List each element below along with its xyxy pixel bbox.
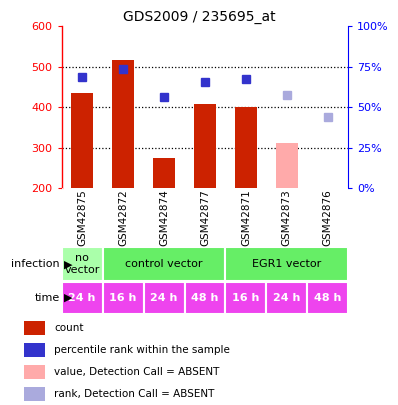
Text: no
vector: no vector bbox=[64, 254, 100, 275]
Bar bbox=[307, 282, 348, 314]
Bar bbox=[23, 343, 45, 357]
Text: percentile rank within the sample: percentile rank within the sample bbox=[54, 345, 230, 355]
Text: 24 h: 24 h bbox=[150, 293, 178, 303]
Text: GSM42873: GSM42873 bbox=[282, 189, 292, 246]
Text: value, Detection Call = ABSENT: value, Detection Call = ABSENT bbox=[54, 367, 220, 377]
Text: GSM42874: GSM42874 bbox=[159, 189, 169, 246]
Bar bbox=[153, 158, 175, 188]
Text: 48 h: 48 h bbox=[314, 293, 341, 303]
Bar bbox=[112, 60, 135, 188]
Bar bbox=[266, 282, 307, 314]
Bar bbox=[71, 93, 94, 188]
Text: control vector: control vector bbox=[125, 259, 203, 269]
Text: 24 h: 24 h bbox=[273, 293, 300, 303]
Bar bbox=[185, 282, 225, 314]
Text: 16 h: 16 h bbox=[109, 293, 137, 303]
Bar bbox=[62, 282, 103, 314]
Text: rank, Detection Call = ABSENT: rank, Detection Call = ABSENT bbox=[54, 389, 215, 399]
Text: 24 h: 24 h bbox=[68, 293, 96, 303]
Bar bbox=[275, 143, 298, 188]
Bar bbox=[103, 282, 144, 314]
Text: count: count bbox=[54, 323, 84, 333]
Text: infection: infection bbox=[11, 259, 60, 269]
Bar bbox=[225, 247, 348, 281]
Bar bbox=[62, 247, 103, 281]
Bar bbox=[23, 365, 45, 379]
Text: GSM42871: GSM42871 bbox=[241, 189, 251, 246]
Text: GSM42877: GSM42877 bbox=[200, 189, 210, 246]
Bar bbox=[23, 321, 45, 335]
Text: EGR1 vector: EGR1 vector bbox=[252, 259, 322, 269]
Text: 48 h: 48 h bbox=[191, 293, 219, 303]
Bar bbox=[103, 247, 225, 281]
Bar bbox=[144, 282, 185, 314]
Text: ▶: ▶ bbox=[64, 293, 72, 303]
Bar bbox=[23, 387, 45, 401]
Text: ▶: ▶ bbox=[64, 259, 72, 269]
Bar bbox=[194, 104, 216, 188]
Text: GDS2009 / 235695_at: GDS2009 / 235695_at bbox=[123, 10, 275, 24]
Bar bbox=[235, 107, 257, 188]
Text: GSM42872: GSM42872 bbox=[118, 189, 128, 246]
Text: GSM42875: GSM42875 bbox=[77, 189, 87, 246]
Text: time: time bbox=[35, 293, 60, 303]
Bar bbox=[225, 282, 266, 314]
Text: GSM42876: GSM42876 bbox=[323, 189, 333, 246]
Text: 16 h: 16 h bbox=[232, 293, 259, 303]
